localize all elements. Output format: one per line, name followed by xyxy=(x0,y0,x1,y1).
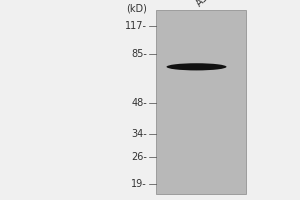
Ellipse shape xyxy=(167,63,226,70)
Text: A549: A549 xyxy=(194,0,219,8)
Text: 34-: 34- xyxy=(131,129,147,139)
Text: 26-: 26- xyxy=(131,152,147,162)
Text: 117-: 117- xyxy=(125,21,147,31)
Bar xyxy=(156,10,246,194)
Text: (kD): (kD) xyxy=(126,3,147,13)
Text: 19-: 19- xyxy=(131,179,147,189)
Text: 48-: 48- xyxy=(131,98,147,108)
Text: 85-: 85- xyxy=(131,49,147,59)
